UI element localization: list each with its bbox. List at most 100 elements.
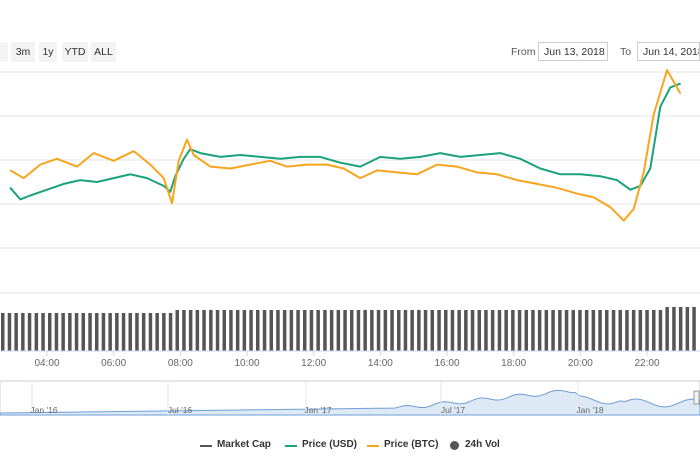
volume-bar xyxy=(148,313,153,351)
volume-bar xyxy=(323,310,327,351)
data-point xyxy=(186,139,188,141)
navigator-series xyxy=(0,389,700,416)
data-point xyxy=(63,183,65,185)
volume-bar xyxy=(262,310,267,351)
zoom-button-3m[interactable]: 3m xyxy=(11,42,35,62)
data-point xyxy=(183,158,185,160)
volume-bar xyxy=(403,310,408,351)
volume-bar xyxy=(21,313,25,351)
volume-bar xyxy=(584,310,589,351)
volume-bar xyxy=(497,310,502,351)
legend-item-market-cap[interactable]: Market Cap xyxy=(200,438,272,454)
x-tick-label: 10:00 xyxy=(234,358,259,369)
volume-bar xyxy=(370,310,374,351)
zoom-button-ytd[interactable]: YTD xyxy=(62,42,88,62)
volume-bar xyxy=(618,310,622,351)
volume-bar xyxy=(511,310,515,351)
data-point xyxy=(46,189,48,191)
data-point xyxy=(339,162,341,164)
volume-bar xyxy=(249,310,253,351)
legend-item-24h-vol[interactable]: 24h Vol xyxy=(448,438,503,454)
volume-bar xyxy=(524,310,528,351)
data-point xyxy=(556,187,558,189)
data-point xyxy=(599,175,601,177)
volume-bar xyxy=(605,310,609,351)
zoom-button-1y[interactable]: 1y xyxy=(39,42,57,62)
data-point xyxy=(579,173,581,175)
navigator[interactable]: Jan '16 Jul '16 Jan '17 Jul '17 Jan '18 xyxy=(0,380,700,416)
volume-bar xyxy=(484,310,488,351)
volume-bar xyxy=(350,310,354,351)
volume-bar xyxy=(269,310,273,351)
data-point xyxy=(653,113,655,116)
data-point xyxy=(536,183,538,185)
data-point xyxy=(39,164,41,166)
volume-bar xyxy=(7,313,12,351)
volume-bar xyxy=(168,313,173,351)
volume-bar xyxy=(108,313,112,351)
volume-bar xyxy=(423,310,428,351)
legend-item-price-btc[interactable]: Price (BTC) xyxy=(367,438,438,454)
volume-bar xyxy=(229,310,233,351)
volume-bar xyxy=(470,310,475,351)
volume-bar xyxy=(128,313,132,351)
volume-bar xyxy=(202,310,206,351)
volume-bar xyxy=(531,310,535,351)
volume-bars xyxy=(1,307,696,351)
data-point xyxy=(659,106,661,108)
volume-bar xyxy=(309,310,314,351)
volume-bar xyxy=(41,313,45,351)
volume-bar xyxy=(544,310,549,351)
volume-bar xyxy=(658,310,663,351)
zoom-button-partial[interactable] xyxy=(0,42,8,62)
data-point xyxy=(666,69,668,71)
data-point xyxy=(679,83,681,85)
volume-bar xyxy=(141,313,146,351)
volume-bar xyxy=(417,310,421,351)
data-point xyxy=(519,158,521,160)
volume-bar xyxy=(316,310,320,351)
series-line xyxy=(9,69,682,222)
volume-bar xyxy=(537,310,542,351)
volume-bar xyxy=(336,310,341,351)
to-date-input[interactable]: Jun 14, 2018 xyxy=(637,42,700,61)
data-point xyxy=(359,166,361,168)
volume-bar xyxy=(95,313,99,351)
data-point xyxy=(133,150,135,152)
volume-bar xyxy=(591,310,596,351)
volume-bar xyxy=(631,310,636,351)
data-point xyxy=(96,181,98,183)
data-point xyxy=(19,198,21,200)
zoom-button-all[interactable]: ALL xyxy=(91,42,116,62)
volume-bar xyxy=(464,310,468,351)
data-point xyxy=(171,202,173,204)
x-tick-label: 08:00 xyxy=(168,358,193,369)
to-label: To xyxy=(620,46,632,58)
data-point xyxy=(306,164,308,166)
data-point xyxy=(163,185,165,187)
volume-bar xyxy=(625,310,629,351)
data-point xyxy=(616,179,618,181)
navigator-handle[interactable] xyxy=(693,390,700,405)
volume-bar xyxy=(477,310,481,351)
from-date-input[interactable]: Jun 13, 2018 xyxy=(538,42,608,61)
volume-bar xyxy=(598,310,602,351)
data-point xyxy=(576,193,578,195)
volume-bar xyxy=(457,310,461,351)
data-point xyxy=(436,164,438,166)
volume-bar xyxy=(101,313,106,351)
volume-bar xyxy=(692,307,696,351)
data-point xyxy=(269,160,271,162)
legend-label-24h-vol: 24h Vol xyxy=(465,439,500,450)
data-point xyxy=(539,167,541,170)
series-layer xyxy=(9,69,682,222)
volume-bar xyxy=(135,313,139,351)
data-point xyxy=(343,167,345,170)
volume-bar xyxy=(450,310,455,351)
data-point xyxy=(76,166,78,168)
legend-item-price-usd[interactable]: Price (USD) xyxy=(285,438,357,454)
data-point xyxy=(129,173,131,175)
volume-bar xyxy=(68,313,72,351)
data-point xyxy=(219,156,221,158)
x-tick-label: 14:00 xyxy=(368,358,393,369)
